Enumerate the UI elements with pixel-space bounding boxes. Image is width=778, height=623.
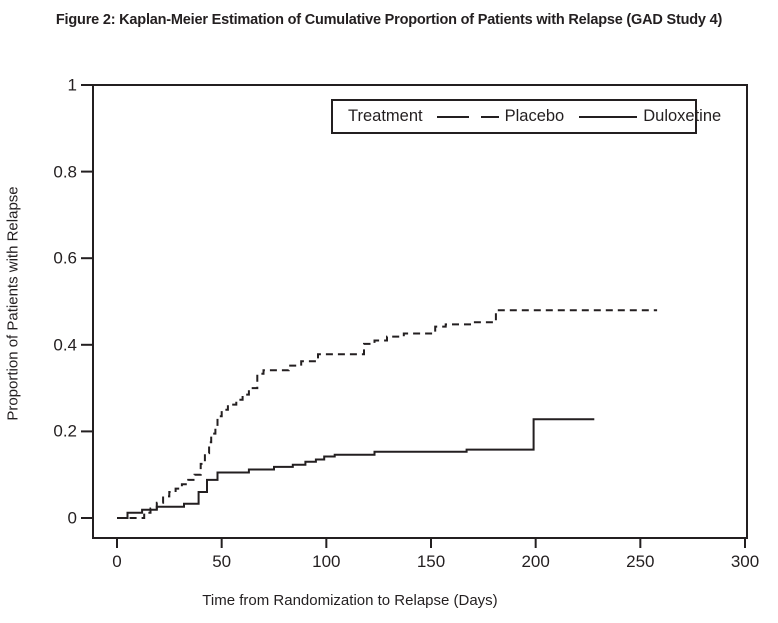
placebo-line-swatch bbox=[436, 115, 499, 118]
y-tick-label: 1 bbox=[67, 75, 77, 95]
x-tick-label: 250 bbox=[626, 552, 655, 571]
x-axis-title: Time from Randomization to Relapse (Days… bbox=[202, 592, 498, 609]
y-tick-label: 0.2 bbox=[53, 421, 77, 441]
x-tick-label: 150 bbox=[416, 552, 446, 571]
x-tick-label: 300 bbox=[730, 552, 760, 571]
x-tick-label: 200 bbox=[521, 552, 550, 571]
legend-label-duloxetine: Duloxetine bbox=[643, 107, 722, 125]
x-tick-label: 0 bbox=[112, 552, 122, 571]
y-tick-label: 0.4 bbox=[53, 335, 77, 355]
km-curve-placebo bbox=[129, 309, 658, 519]
legend-item-placebo: Placebo bbox=[431, 107, 565, 126]
legend-item-duloxetine: Duloxetine bbox=[573, 107, 721, 126]
y-tick-label: 0 bbox=[67, 508, 77, 528]
figure-title: Figure 2: Kaplan-Meier Estimation of Cum… bbox=[55, 12, 723, 28]
km-curve-duloxetine bbox=[117, 418, 595, 519]
y-tick-label: 0.8 bbox=[53, 162, 77, 182]
x-tick-label: 50 bbox=[212, 552, 232, 571]
y-axis-title: Proportion of Patients with Relapse bbox=[4, 186, 22, 421]
x-tick-label: 100 bbox=[312, 552, 341, 571]
legend: Treatment Placebo Duloxetine bbox=[331, 99, 721, 134]
legend-label-placebo: Placebo bbox=[504, 107, 565, 125]
y-tick-label: 0.6 bbox=[53, 248, 77, 268]
duloxetine-line-swatch bbox=[579, 115, 638, 118]
plot-border bbox=[92, 84, 748, 539]
legend-title: Treatment bbox=[348, 107, 423, 125]
